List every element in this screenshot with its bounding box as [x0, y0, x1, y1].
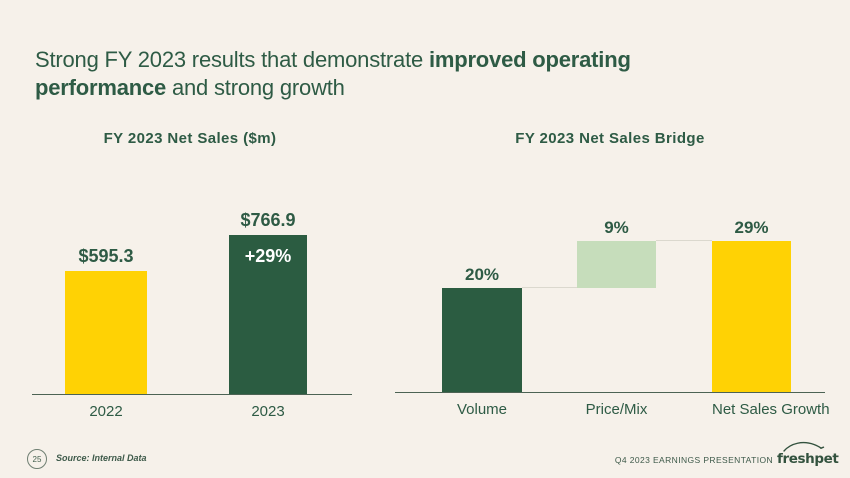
value-label-net-sales-growth: 29% — [734, 218, 769, 237]
net-sales-chart-title: FY 2023 Net Sales ($m) — [103, 130, 277, 147]
bar-2022 — [65, 270, 147, 395]
freshpet-logo-text: freshpet — [777, 451, 839, 467]
bar-volume — [442, 288, 522, 393]
bar-2023 — [229, 234, 307, 395]
net-sales-chart-plot: $595.3 $766.9 +29% 2022 2023 — [32, 190, 352, 420]
bar-net-sales-growth — [712, 241, 791, 393]
source-note: Source: Internal Data — [56, 453, 147, 463]
category-label-price-mix: Price/Mix — [585, 401, 648, 418]
x-axis-line — [32, 394, 352, 395]
net-sales-bridge-plot: 20% 9% 29% Volume Price/Mix Net Sales Gr… — [395, 190, 830, 418]
bar-price-mix — [577, 241, 656, 289]
page-title-line-2: performance and strong growth — [35, 74, 735, 102]
net-sales-bridge-chart-title: FY 2023 Net Sales Bridge — [515, 130, 705, 147]
freshpet-logo: freshpet — [777, 440, 839, 468]
title-regular-text: and strong growth — [166, 75, 345, 100]
page-number: 25 — [32, 454, 42, 464]
category-label-2023: 2023 — [251, 403, 285, 420]
category-label-volume: Volume — [456, 401, 508, 418]
category-label-net-sales-growth: Net Sales Growth — [712, 401, 830, 418]
x-axis-line — [395, 392, 825, 393]
waterfall-connector — [522, 287, 577, 289]
waterfall-connector — [656, 240, 712, 241]
page-title: Strong FY 2023 results that demonstrate … — [35, 46, 735, 102]
category-label-2022: 2022 — [89, 403, 123, 420]
value-label-2022: $595.3 — [78, 245, 134, 266]
title-bold-text: performance — [35, 75, 167, 100]
page-title-line-1: Strong FY 2023 results that demonstrate … — [35, 46, 735, 74]
value-label-price-mix: 9% — [604, 218, 629, 237]
title-bold-text: improved operating — [428, 47, 631, 72]
title-regular-text: Strong FY 2023 results that demonstrate — [35, 47, 429, 72]
page-number-badge: 25 — [27, 449, 47, 469]
growth-badge: +29% — [244, 245, 292, 266]
value-label-2023: $766.9 — [240, 209, 296, 230]
value-label-volume: 20% — [464, 265, 500, 285]
leaping-dog-icon — [783, 441, 825, 452]
presentation-label: Q4 2023 EARNINGS PRESENTATION — [614, 455, 773, 465]
